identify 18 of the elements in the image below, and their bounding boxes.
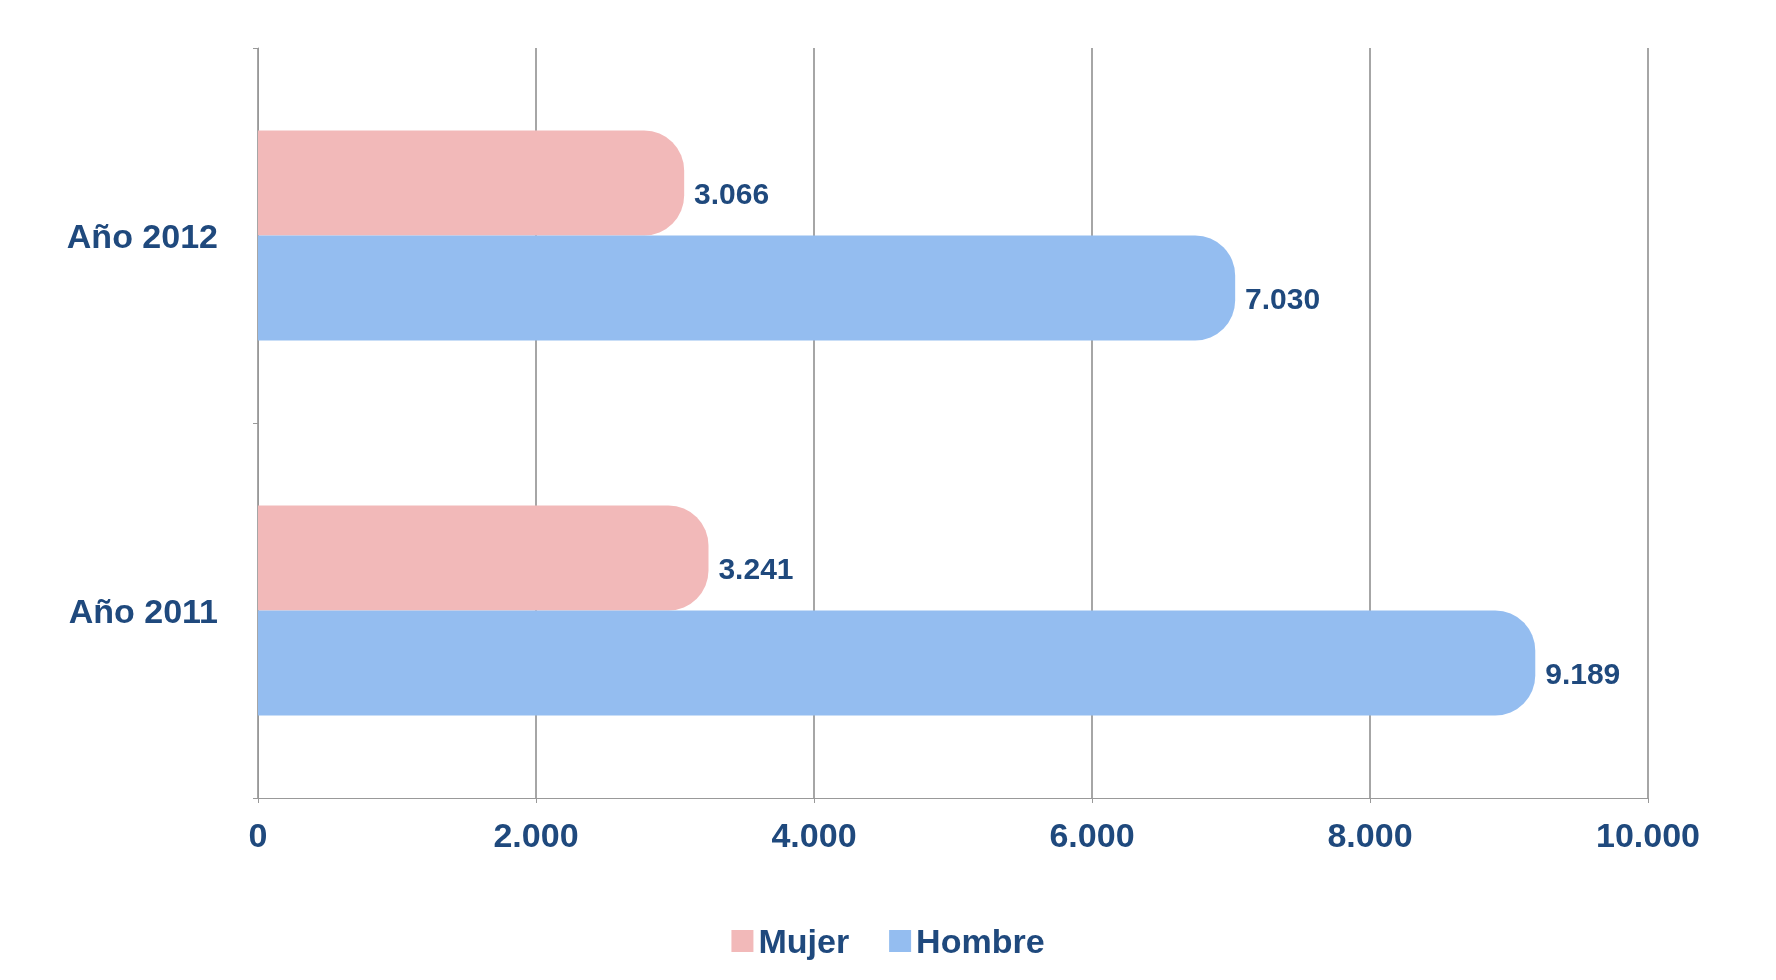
data-label: 7.030 [1245,281,1321,315]
data-label: 9.189 [1545,656,1621,690]
x-tick-label: 10.000 [1596,816,1700,854]
y-tick-label: Año 2012 [66,216,218,255]
bar [258,505,709,611]
legend-label: Mujer [758,922,850,960]
legend-label: Hombre [916,922,1045,960]
data-label: 3.066 [694,176,770,210]
data-label: 3.241 [718,551,794,585]
x-tick-label: 2.000 [493,816,579,854]
bar [258,610,1536,716]
bar [258,235,1236,341]
x-tick-label: 0 [248,816,268,854]
x-tick-label: 4.000 [771,816,857,854]
bar [258,130,685,236]
x-tick-label: 8.000 [1327,816,1413,854]
y-tick-label: Año 2011 [68,591,218,630]
x-tick-label: 6.000 [1049,816,1135,854]
